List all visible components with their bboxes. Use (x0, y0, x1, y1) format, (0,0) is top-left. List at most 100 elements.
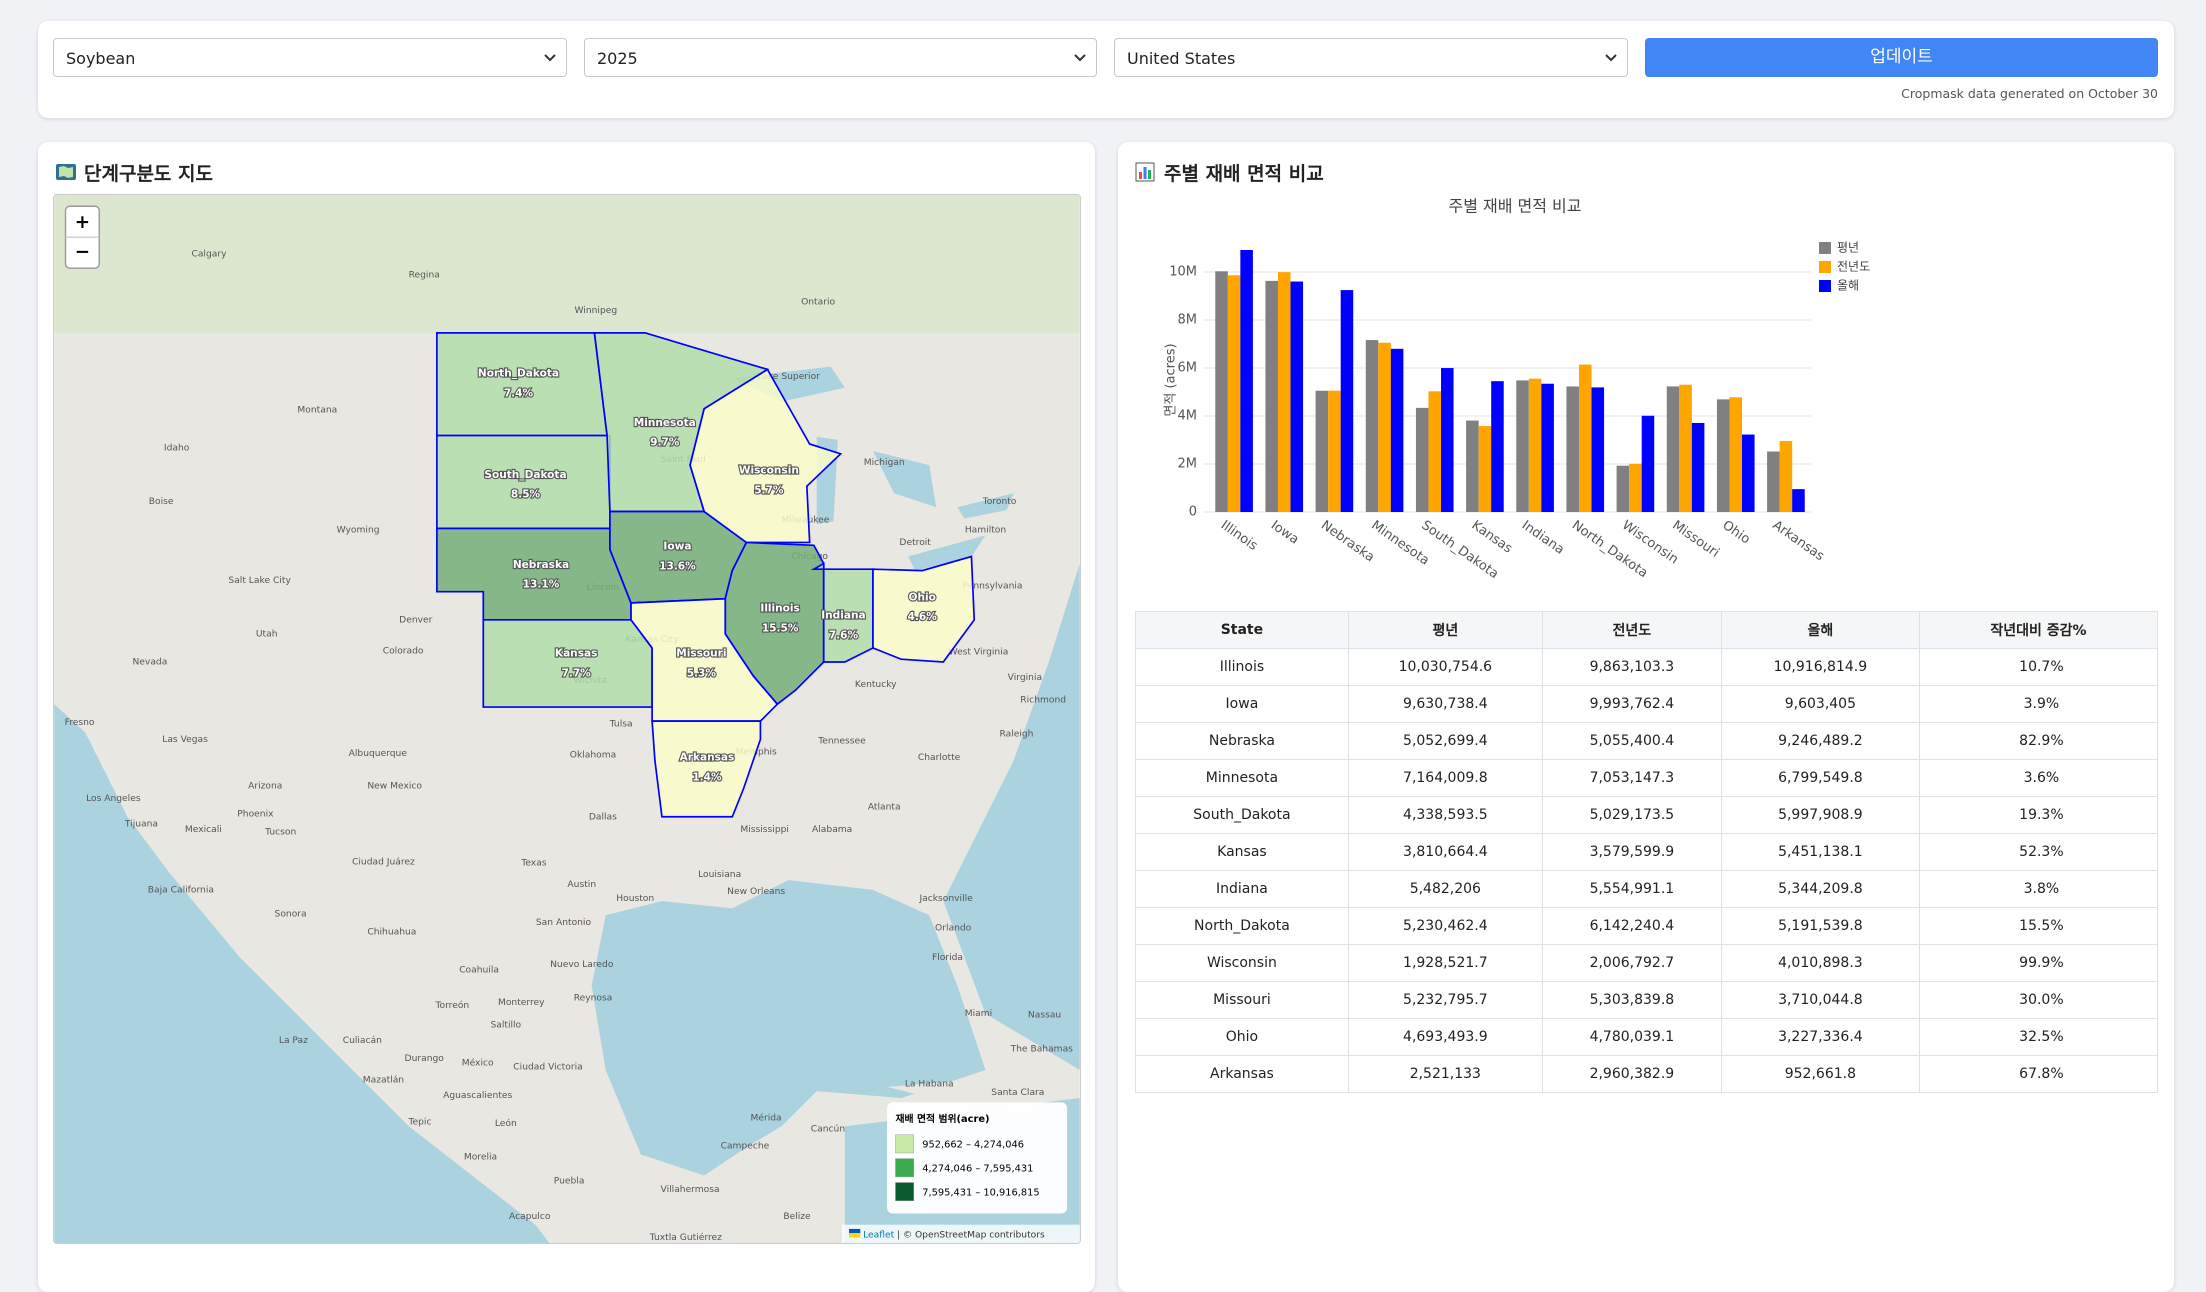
cell-text: South_Dakota (1193, 807, 1291, 823)
canada (54, 195, 1080, 333)
place-label: San Antonio (536, 918, 592, 928)
zoom-out[interactable]: − (75, 242, 90, 263)
cell-text: 5,554,991.1 (1589, 881, 1675, 897)
place-label: Louisiana (698, 870, 741, 880)
place-label: New Mexico (367, 781, 422, 791)
place-label: Alabama (812, 825, 852, 835)
state-share: 7.7% (562, 667, 592, 679)
bar (1616, 465, 1630, 512)
place-label: West Virginia (949, 648, 1009, 658)
bar (1390, 348, 1404, 512)
bar (1365, 340, 1379, 512)
year-value: 2025 (597, 49, 638, 68)
table-cell: 5,191,539.8 (1720, 907, 1920, 945)
place-label: Toronto (982, 497, 1017, 507)
flag (849, 1233, 861, 1238)
y-axis-label: 면적 (acres) (1164, 343, 1179, 416)
legend-swatch (895, 1182, 914, 1202)
place-label: Tepic (408, 1118, 432, 1128)
state-name: Ohio (909, 591, 936, 603)
table-cell: Ohio (1135, 1018, 1349, 1056)
legend-range: 4,274,046 – 7,595,431 (922, 1163, 1033, 1174)
state-share: 5.3% (687, 667, 717, 679)
legend-swatch (895, 1134, 914, 1154)
place-label: Fresno (65, 718, 95, 728)
map-icon (56, 164, 76, 180)
chart-title: 주별 재배 면적 비교 (1448, 197, 1581, 216)
data-note: Cropmask data generated on October 30 (1901, 86, 2158, 101)
bar (1290, 281, 1304, 512)
table-cell: 15.5% (1918, 907, 2159, 945)
bar (1716, 399, 1730, 512)
bar (1240, 249, 1253, 512)
table-cell: 19.3% (1918, 796, 2159, 834)
data-table: State 평년 전년도 올해 작년대비 증감% Illinois 10,030,754.6… (1135, 611, 2159, 1093)
page: Soybean 2025 United States 업데이트 Cropmask… (38, 21, 2174, 1292)
table-cell: 3.6% (1918, 759, 2159, 797)
y-tick-label: 10M (1169, 265, 1197, 280)
state-name: Illinois (760, 603, 799, 615)
place-label: Baja California (148, 885, 214, 895)
cell-text: 5,303,839.8 (1589, 992, 1675, 1008)
table-cell: Missouri (1135, 981, 1349, 1019)
map[interactable]: Calgary Regina Winnipeg Ontario Montana Idaho… (53, 194, 1081, 1244)
cell-text: 19.3% (2019, 807, 2064, 823)
bar (1491, 381, 1504, 512)
cell-text: 10.7% (2019, 659, 2064, 675)
cell-text: 3.9% (2023, 696, 2060, 712)
bar (1478, 426, 1492, 512)
year-select[interactable]: 2025 (584, 38, 1097, 77)
table-cell: Arkansas (1135, 1055, 1349, 1093)
table-cell: 3,579,599.9 (1541, 833, 1722, 871)
table-cell: 5,554,991.1 (1541, 870, 1722, 908)
table-row: Wisconsin 1,928,521.7 2,006,792.7 4,010,898… (1135, 944, 2159, 982)
table-cell: 3.8% (1918, 870, 2159, 908)
bar (1415, 407, 1429, 512)
country-select[interactable]: United States (1114, 38, 1628, 77)
cell-text: 2,521,133 (1409, 1066, 1481, 1082)
bar-chart: 주별 재배 면적 비교 0 2M 4M 6M 8M 10M 면적 (acres) Illino… (1164, 197, 1871, 582)
table-cell: 9,603,405 (1720, 685, 1920, 723)
update-button[interactable]: 업데이트 (1645, 38, 2158, 77)
place-label: Mexicali (185, 825, 222, 835)
pacific (54, 704, 550, 1243)
state-region (872, 555, 976, 663)
place-label: Nuevo Laredo (550, 960, 614, 970)
legend-title: 재배 면적 범위(acre) (895, 1112, 989, 1125)
state-share: 5.7% (754, 484, 784, 496)
cell-text: 5,191,539.8 (1778, 918, 1863, 934)
x-tick-label: Nebraska (1318, 518, 1377, 565)
y-tick-label: 8M (1178, 313, 1198, 328)
legend-label: 올해 (1837, 279, 1859, 293)
table-cell: South_Dakota (1135, 796, 1349, 834)
place-label: Tuxtla Gutiérrez (649, 1232, 722, 1243)
table-cell: Minnesota (1135, 759, 1349, 797)
chevron (1605, 54, 1617, 62)
place-label: Kentucky (855, 680, 897, 690)
table-cell: 5,230,462.4 (1347, 907, 1543, 945)
place-label: Salt Lake City (228, 576, 291, 586)
zoom-control: + − (64, 205, 100, 269)
cell-text: Illinois (1219, 659, 1265, 675)
cell-text: Iowa (1225, 696, 1259, 712)
state-name: Wisconsin (739, 465, 799, 477)
chevron (544, 54, 556, 62)
cell-text: 2,960,382.9 (1589, 1066, 1675, 1082)
place-label: Nassau (1028, 1011, 1061, 1021)
table-cell: Nebraska (1135, 722, 1349, 760)
x-tick-label: Iowa (1268, 518, 1301, 548)
place-label: Lake Superior (757, 372, 820, 382)
place-label: Houston (616, 894, 654, 904)
state-region (436, 332, 609, 437)
crop-select[interactable]: Soybean (53, 38, 567, 77)
state-name: Indiana (821, 610, 865, 622)
table-row: Nebraska 5,052,699.4 5,055,400.4 9,246,489.… (1135, 722, 2159, 760)
place-label: Los Angeles (86, 794, 141, 804)
zoom-in[interactable]: + (75, 212, 90, 233)
crop-value: Soybean (66, 49, 136, 68)
place-label: Utah (256, 629, 278, 639)
cell-text: 52.3% (2019, 844, 2064, 860)
attribution-text: | © OpenStreetMap contributors (897, 1230, 1045, 1240)
table-cell: 30.0% (1918, 981, 2159, 1019)
leaflet-link[interactable]: Leaflet (863, 1230, 894, 1240)
